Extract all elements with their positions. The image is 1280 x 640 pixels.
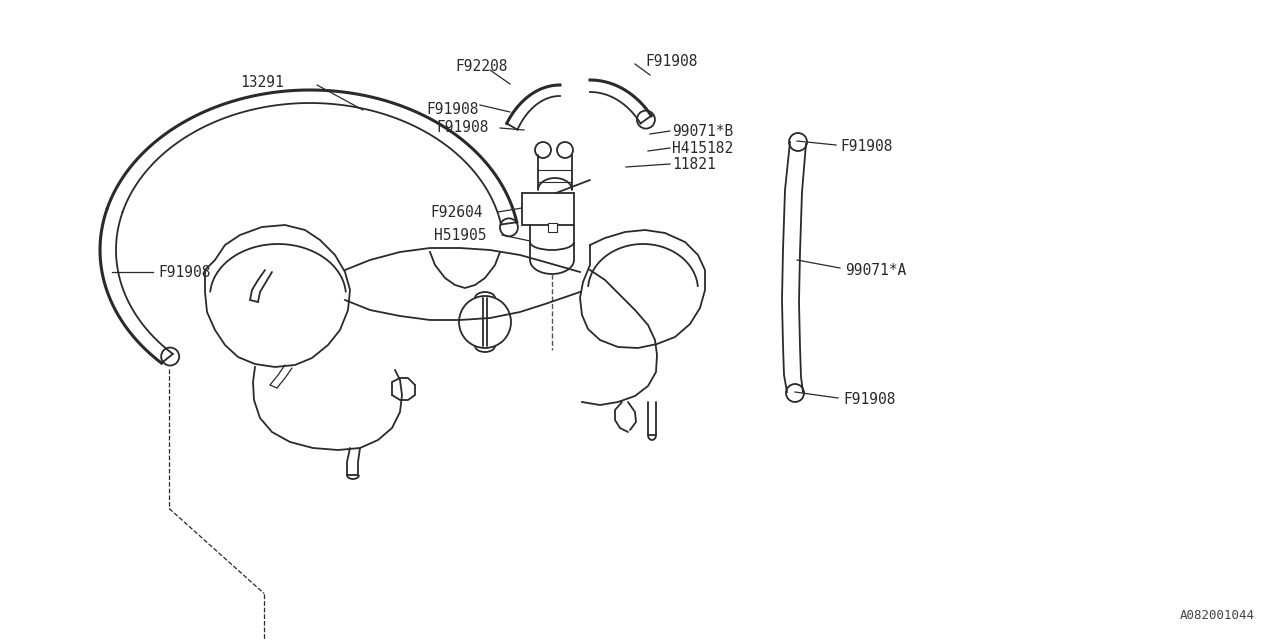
Text: 99071*B: 99071*B (672, 124, 733, 138)
Text: A082001044: A082001044 (1180, 609, 1254, 622)
Text: F91908: F91908 (840, 138, 892, 154)
Bar (548, 223, 557, 232)
Text: F92604: F92604 (430, 205, 483, 220)
Text: F91908: F91908 (844, 392, 896, 408)
Text: 13291: 13291 (241, 74, 284, 90)
Text: 11821: 11821 (672, 157, 716, 172)
Text: F91908: F91908 (426, 102, 479, 116)
Text: 99071*A: 99071*A (845, 262, 906, 278)
Text: F92208: F92208 (454, 58, 507, 74)
Text: F91908: F91908 (645, 54, 698, 68)
Text: H415182: H415182 (672, 141, 733, 156)
Text: H51905: H51905 (434, 227, 486, 243)
Bar (522, 193, 573, 225)
Text: F91908: F91908 (157, 264, 210, 280)
Text: F91908: F91908 (436, 120, 489, 134)
